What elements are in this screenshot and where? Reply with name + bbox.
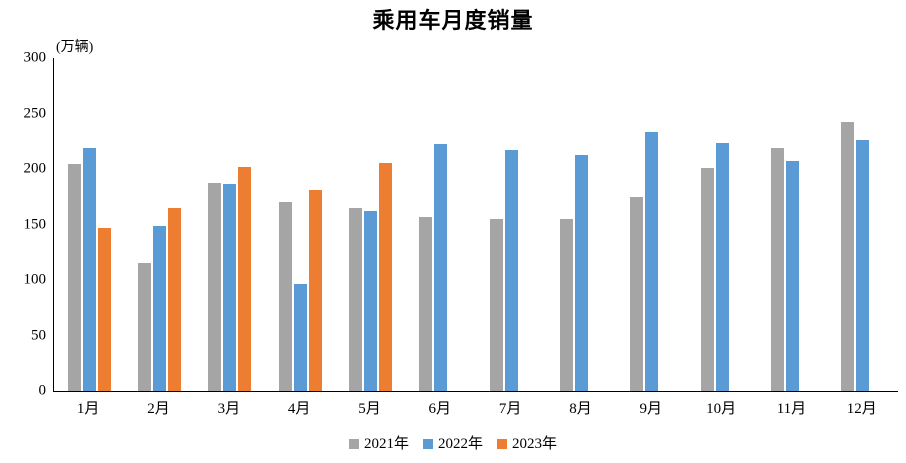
bar-2021年-3月: [208, 183, 222, 391]
y-tick-label-100: 100: [23, 271, 47, 288]
bar-group-3月: [195, 58, 265, 391]
bar-2021年-9月: [630, 196, 644, 391]
chart-title: 乘用车月度销量: [372, 8, 534, 33]
y-tick-label-200: 200: [23, 160, 47, 177]
legend-swatch-icon: [422, 439, 433, 449]
legend-swatch-icon: [348, 439, 359, 449]
bar-group-6月: [406, 58, 476, 391]
legend-label: 2023年: [512, 436, 558, 452]
bar-2022年-2月: [152, 225, 166, 391]
bar-group-8月: [546, 58, 616, 391]
y-tick-label-150: 150: [23, 216, 47, 232]
bar-2021年-4月: [278, 201, 292, 391]
x-axis-label-8月: 8月: [569, 401, 592, 417]
x-axis-label-4月: 4月: [287, 401, 311, 417]
bar-2022年-12月: [856, 139, 870, 391]
legend-label: 2022年: [437, 436, 483, 452]
bar-2023年-3月: [238, 167, 252, 391]
y-tick-label-300: 300: [23, 49, 47, 66]
bar-2022年-6月: [434, 144, 448, 391]
legend-item-2021年: 2021年: [348, 434, 409, 454]
x-axis-label-11月: 11月: [776, 401, 807, 417]
y-tick-label-250: 250: [23, 105, 47, 121]
x-axis-label-10月: 10月: [706, 401, 737, 417]
bar-2021年-12月: [841, 122, 855, 391]
bar-group-12月: [828, 58, 898, 391]
bar-2023年-5月: [378, 163, 392, 391]
bar-group-1月: [54, 58, 124, 391]
bar-2021年-10月: [700, 168, 714, 391]
x-axis-label-6月: 6月: [428, 401, 452, 417]
y-axis-unit-label: (万辆): [56, 40, 94, 55]
bar-2021年-8月: [559, 218, 573, 391]
bar-2022年-3月: [223, 184, 237, 391]
bar-2023年-1月: [97, 227, 111, 391]
legend-swatch-icon: [497, 439, 507, 449]
bar-2021年-11月: [770, 147, 784, 391]
bar-2022年-7月: [504, 149, 518, 391]
legend-item-2022年: 2022年: [422, 434, 483, 454]
bar-group-4月: [265, 58, 335, 391]
bar-2022年-9月: [645, 132, 659, 391]
bar-groups: [54, 58, 898, 391]
bar-2022年-1月: [82, 148, 96, 391]
x-axis-label-5月: 5月: [358, 401, 381, 417]
bar-group-9月: [617, 58, 687, 391]
x-axis-label-9月: 9月: [639, 401, 663, 417]
y-tick-label-50: 50: [31, 327, 46, 343]
chart-legend: 2021年 2022年 2023年: [0, 434, 906, 454]
bar-group-10月: [687, 58, 757, 391]
legend-label: 2021年: [363, 436, 409, 452]
y-tick-label-0: 0: [38, 382, 47, 399]
legend-item-2023年: 2023年: [497, 434, 557, 454]
x-axis-label-2月: 2月: [147, 401, 170, 417]
bar-group-5月: [335, 58, 405, 391]
x-axis-label-1月: 1月: [76, 401, 100, 417]
x-axis-label-3月: 3月: [217, 401, 241, 417]
bar-group-7月: [476, 58, 546, 391]
bar-2023年-2月: [167, 207, 181, 391]
bar-2022年-8月: [574, 155, 588, 391]
bar-2022年-4月: [293, 283, 307, 391]
bar-group-2月: [124, 58, 194, 391]
bar-2021年-7月: [489, 218, 503, 391]
x-axis-label-12月: 12月: [846, 401, 877, 417]
bar-2022年-5月: [363, 210, 377, 391]
bar-2021年-5月: [348, 208, 362, 391]
plot-area: [53, 58, 898, 392]
x-axis-labels: 1月 2月 3月 4月 5月 6月 7月 8月 9月 10月 11月 12月: [53, 398, 897, 420]
bar-2021年-2月: [137, 262, 151, 391]
bar-2022年-10月: [715, 143, 729, 391]
x-axis-label-7月: 7月: [498, 401, 522, 417]
bar-group-11月: [757, 58, 827, 391]
bar-2022年-11月: [785, 160, 799, 391]
bar-2021年-1月: [67, 164, 81, 391]
bar-2023年-4月: [308, 189, 322, 391]
bar-2021年-6月: [419, 216, 433, 391]
